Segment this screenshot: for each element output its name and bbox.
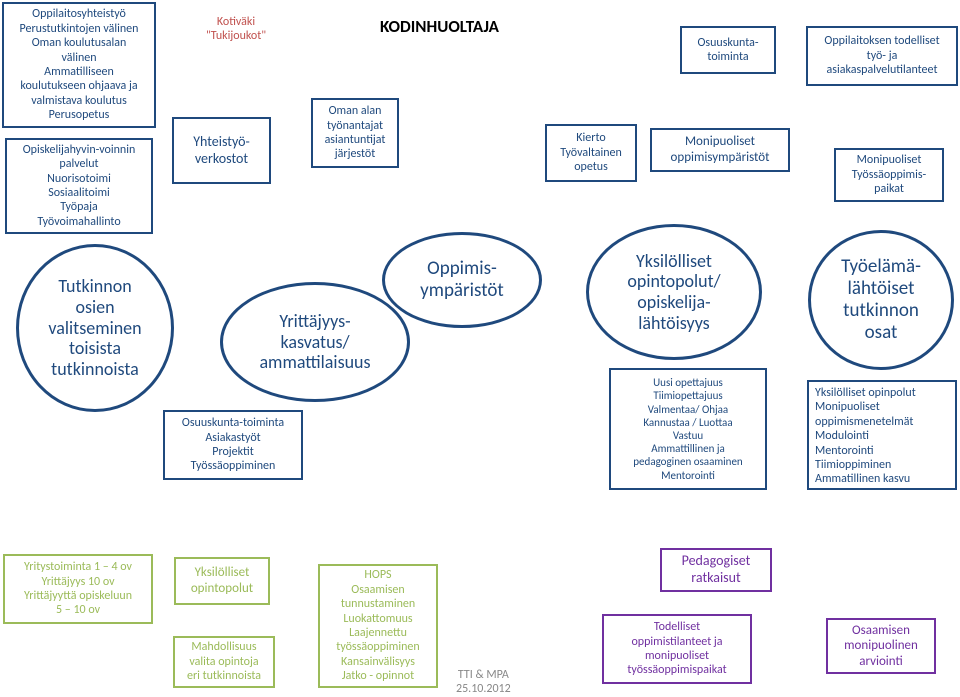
box-b11: Osuuskunta-toimintaAsiakastyötProjektitT… [163,410,303,480]
oval-o1: Tutkinnonosienvalitseminentoisistatutkin… [16,244,174,412]
box-b12: Uusi opettajuusTiimiopettajuusValmentaa/… [609,368,767,490]
oval-o2: Yrittäjyys-kasvatus/ammattilaisuus [220,282,410,402]
box-b16: Mahdollisuusvalita opintojaeri tutkinnoi… [173,636,275,688]
box-b3: Kotiväki"Tukijoukot" [200,8,272,50]
page-title: KODINHUOLTAJA [380,16,499,37]
box-b6: KiertoTyövaltainenopetus [545,124,637,182]
box-b7: Osuuskunta-toiminta [680,26,776,74]
box-b15: Yksilöllisetopintopolut [174,557,270,605]
box-b14: Yritystoiminta 1 – 4 ovYrittäjyys 10 ovY… [3,554,153,624]
box-b9: Oppilaitoksen todellisettyö- jaasiakaspa… [806,26,958,86]
box-b20: Osaamisenmonipuolinenarviointi [826,618,936,674]
oval-o3: Oppimis-ympäristöt [382,232,542,328]
footer-date: 25.10.2012 [456,682,511,696]
box-b8: Monipuolisetoppimisympäristöt [650,128,790,172]
footer-author: TTI & MPA [458,668,509,682]
box-b18: Pedagogisetratkaisut [660,548,772,592]
box-b5: Oman alantyönantajatasiantuntijatjärjest… [311,98,399,168]
oval-o4: Yksilöllisetopintopolut/opiskelija-lähtö… [586,224,762,360]
box-b19: Todellisetoppimistilanteet jamonipuolise… [602,614,752,684]
box-b13: Yksilölliset opinpolutMonipuolisetoppimi… [807,380,957,490]
box-b1: OppilaitosyhteistyöPerustutkintojen väli… [2,2,156,128]
box-b17: HOPSOsaamisentunnustaminenLuokattomuusLa… [318,564,438,688]
box-b4: Yhteistyö-verkostot [172,117,271,184]
box-b10: MonipuolisetTyössäoppimis-paikat [834,148,944,202]
oval-o5: Työelämä-lähtöisettutkinnonosat [808,230,954,370]
footer: TTI & MPA 25.10.2012 [456,668,511,696]
box-b2: Opiskelijahyvin-voinninpalvelutNuorisoto… [5,138,153,234]
